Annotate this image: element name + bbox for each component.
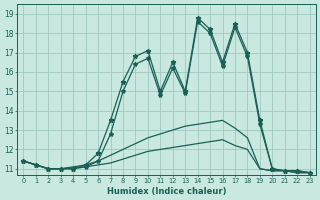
- X-axis label: Humidex (Indice chaleur): Humidex (Indice chaleur): [107, 187, 226, 196]
